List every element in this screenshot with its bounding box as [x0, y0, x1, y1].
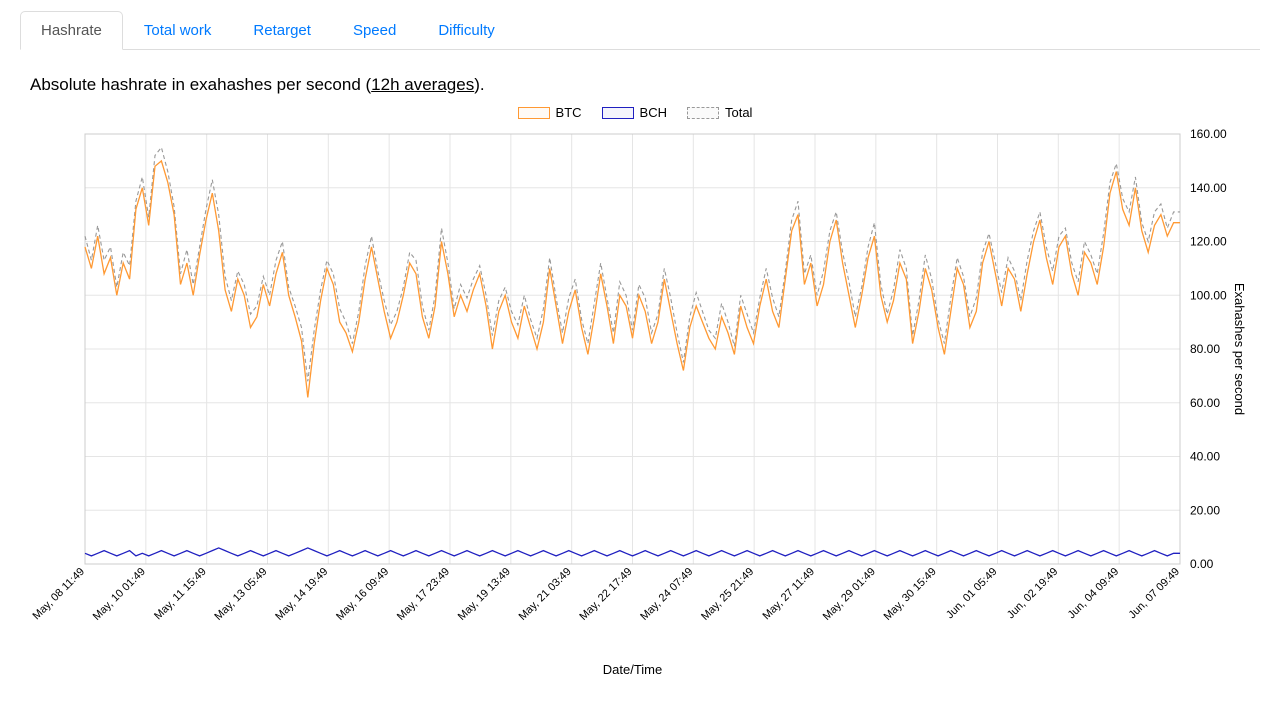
- swatch-total: [687, 107, 719, 119]
- svg-text:May, 19 13:49: May, 19 13:49: [456, 566, 513, 623]
- svg-text:80.00: 80.00: [1190, 342, 1220, 356]
- svg-text:0.00: 0.00: [1190, 557, 1214, 571]
- legend-bch[interactable]: BCH: [602, 105, 667, 120]
- svg-text:May, 14 19:49: May, 14 19:49: [273, 566, 330, 623]
- svg-text:140.00: 140.00: [1190, 181, 1227, 195]
- legend-total[interactable]: Total: [687, 105, 752, 120]
- legend-btc-label: BTC: [556, 105, 582, 120]
- chart-description: Absolute hashrate in exahashes per secon…: [30, 75, 1250, 95]
- svg-text:Jun, 02 19:49: Jun, 02 19:49: [1005, 566, 1061, 622]
- tab-total-work[interactable]: Total work: [123, 11, 233, 50]
- svg-text:May, 13 05:49: May, 13 05:49: [212, 566, 269, 623]
- swatch-bch: [602, 107, 634, 119]
- svg-text:Date/Time: Date/Time: [603, 662, 662, 677]
- svg-text:60.00: 60.00: [1190, 396, 1220, 410]
- svg-text:May, 21 03:49: May, 21 03:49: [517, 566, 574, 623]
- svg-text:Jun, 04 09:49: Jun, 04 09:49: [1066, 566, 1122, 622]
- svg-text:May, 16 09:49: May, 16 09:49: [334, 566, 391, 623]
- tab-speed[interactable]: Speed: [332, 11, 417, 50]
- svg-text:40.00: 40.00: [1190, 450, 1220, 464]
- legend-total-label: Total: [725, 105, 752, 120]
- tab-bar: HashrateTotal workRetargetSpeedDifficult…: [20, 10, 1260, 50]
- svg-text:Exahashes per second: Exahashes per second: [1232, 283, 1247, 415]
- legend-bch-label: BCH: [640, 105, 667, 120]
- svg-text:May, 24 07:49: May, 24 07:49: [638, 566, 695, 623]
- svg-text:May, 30 15:49: May, 30 15:49: [882, 566, 939, 623]
- svg-text:120.00: 120.00: [1190, 235, 1227, 249]
- tab-retarget[interactable]: Retarget: [232, 11, 332, 50]
- svg-text:May, 27 11:49: May, 27 11:49: [760, 566, 817, 623]
- desc-link[interactable]: 12h averages: [371, 75, 474, 94]
- legend-btc[interactable]: BTC: [518, 105, 582, 120]
- swatch-btc: [518, 107, 550, 119]
- svg-text:May, 17 23:49: May, 17 23:49: [395, 566, 452, 623]
- svg-text:May, 08 11:49: May, 08 11:49: [30, 566, 87, 623]
- svg-text:20.00: 20.00: [1190, 503, 1220, 517]
- desc-suffix: ).: [474, 75, 484, 94]
- hashrate-chart: 0.00 20.00 40.00 60.00 80.00 100.00 120.00 140.…: [30, 124, 1240, 684]
- svg-text:Jun, 01 05:49: Jun, 01 05:49: [944, 566, 1000, 622]
- chart-svg: 0.00 20.00 40.00 60.00 80.00 100.00 120.00 140.…: [30, 124, 1260, 684]
- tab-difficulty[interactable]: Difficulty: [417, 11, 515, 50]
- chart-legend: BTC BCH Total: [10, 105, 1260, 120]
- tab-hashrate[interactable]: Hashrate: [20, 11, 123, 50]
- svg-text:100.00: 100.00: [1190, 288, 1227, 302]
- svg-text:Jun, 07 09:49: Jun, 07 09:49: [1126, 566, 1182, 622]
- svg-text:May, 25 21:49: May, 25 21:49: [699, 566, 756, 623]
- svg-text:May, 10 01:49: May, 10 01:49: [91, 566, 148, 623]
- svg-text:May, 11 15:49: May, 11 15:49: [152, 566, 209, 623]
- svg-text:160.00: 160.00: [1190, 127, 1227, 141]
- desc-prefix: Absolute hashrate in exahashes per secon…: [30, 75, 371, 94]
- svg-text:May, 22 17:49: May, 22 17:49: [577, 566, 634, 623]
- svg-text:May, 29 01:49: May, 29 01:49: [821, 566, 878, 623]
